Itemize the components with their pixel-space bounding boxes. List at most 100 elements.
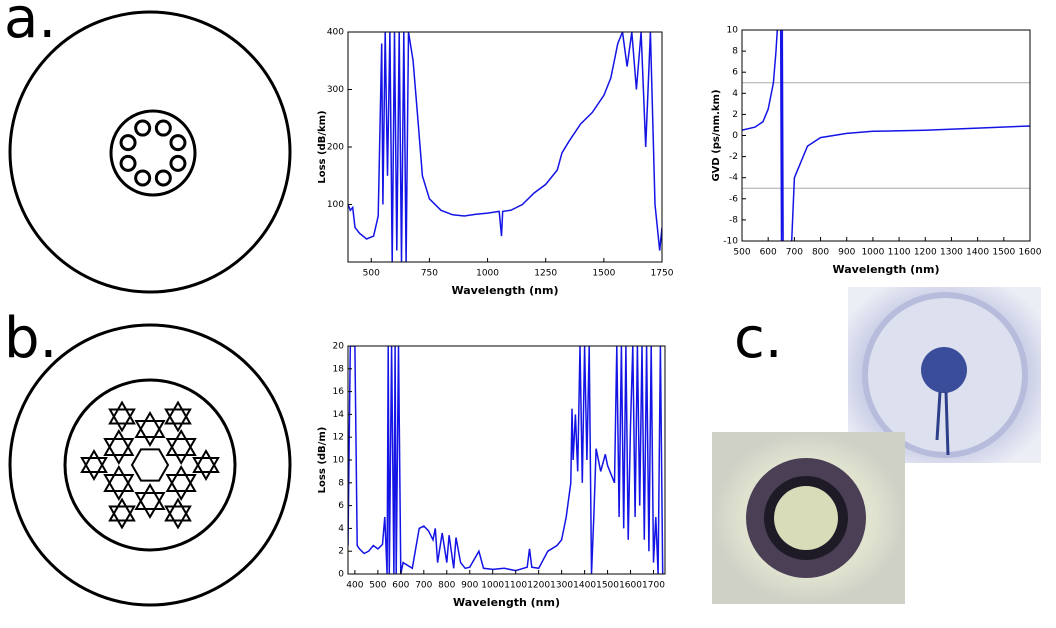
x-axis-label: Wavelength (nm) <box>453 596 560 609</box>
x-tick-label: 1300 <box>940 248 963 258</box>
x-tick-label: 700 <box>786 248 803 258</box>
x-tick-label: 500 <box>363 269 380 279</box>
y-tick-label: 2 <box>338 547 344 557</box>
x-tick-label: 1200 <box>527 581 550 591</box>
y-tick-label: 16 <box>333 387 345 397</box>
x-tick-label: 800 <box>812 248 829 258</box>
hole <box>154 169 172 187</box>
y-tick-label: 300 <box>327 85 344 95</box>
x-tick-label: 900 <box>461 581 478 591</box>
fiber-diagram-b <box>8 323 292 607</box>
y-tick-label: 20 <box>333 342 345 352</box>
lattice-triangle <box>165 438 197 465</box>
lattice-triangle <box>165 474 197 501</box>
x-tick-label: 1100 <box>888 248 911 258</box>
x-tick-label: 1100 <box>504 581 527 591</box>
y-tick-label: 4 <box>338 524 344 534</box>
y-tick-label: 18 <box>333 364 345 374</box>
lattice-triangle <box>165 429 197 456</box>
x-tick-label: 800 <box>438 581 455 591</box>
y-tick-label: -10 <box>723 237 738 247</box>
y-axis-label: Loss (dB/km) <box>317 110 328 183</box>
panel-label: b. <box>4 306 57 371</box>
lattice-triangle <box>108 400 136 425</box>
x-tick-label: 1500 <box>592 269 615 279</box>
y-tick-label: 14 <box>333 410 345 420</box>
lattice-triangle <box>134 482 166 510</box>
hole <box>169 134 187 152</box>
y-tick-label: 8 <box>338 478 344 488</box>
lattice-triangle <box>164 400 192 425</box>
lattice-triangle <box>165 465 197 492</box>
x-tick-label: 1750 <box>651 269 674 279</box>
lattice-triangle <box>134 420 166 448</box>
kagome-lattice <box>80 400 220 530</box>
y-tick-label: 200 <box>327 143 344 153</box>
core-hexagon <box>130 448 170 482</box>
lattice-triangle <box>192 457 220 481</box>
chart: 500 600 700 800 900 1000 1100 1200 1300 1400 1500 1… <box>711 26 1042 277</box>
x-tick-label: 900 <box>838 248 855 258</box>
y-tick-label: 6 <box>338 501 344 511</box>
lattice-triangle <box>108 505 136 530</box>
x-tick-label: 500 <box>369 581 386 591</box>
data-line <box>742 30 1030 241</box>
hole <box>154 119 172 137</box>
y-tick-label: 10 <box>727 26 739 36</box>
x-tick-label: 500 <box>733 248 750 258</box>
x-tick-label: 700 <box>415 581 432 591</box>
y-tick-label: 4 <box>732 89 738 99</box>
x-tick-label: 1300 <box>550 581 573 591</box>
lattice-triangle <box>108 408 136 433</box>
hole <box>134 169 152 187</box>
charts: 500 750 1000 1250 1500 1750100200300400Wavele… <box>317 26 1042 610</box>
x-tick-label: 1000 <box>861 248 884 258</box>
x-tick-label: 1600 <box>619 581 642 591</box>
y-tick-label: 10 <box>333 456 345 466</box>
x-tick-label: 600 <box>392 581 409 591</box>
lattice-triangle <box>103 474 135 502</box>
x-tick-label: 1600 <box>1019 248 1042 258</box>
lattice-triangle <box>103 438 135 466</box>
y-tick-label: 12 <box>333 433 344 443</box>
cladding-holes <box>119 119 187 187</box>
hole <box>119 154 137 172</box>
x-tick-label: 1000 <box>476 269 499 279</box>
x-tick-label: 1500 <box>992 248 1015 258</box>
y-tick-label: -2 <box>729 152 738 162</box>
lattice-triangle <box>103 428 135 456</box>
x-tick-label: 1400 <box>966 248 989 258</box>
lattice-triangle <box>103 464 135 492</box>
y-tick-label: 6 <box>732 68 738 78</box>
y-tick-label: 2 <box>732 110 738 120</box>
lattice-triangle <box>80 449 108 473</box>
data-line <box>348 32 662 262</box>
y-tick-label: 0 <box>732 131 738 141</box>
x-tick-label: 600 <box>760 248 777 258</box>
y-axis-label: GVD (ps/nm.km) <box>711 89 722 181</box>
x-tick-label: 1200 <box>914 248 937 258</box>
x-tick-label: 750 <box>421 269 438 279</box>
x-tick-label: 400 <box>346 581 363 591</box>
x-tick-label: 1000 <box>481 581 504 591</box>
y-tick-label: -8 <box>729 215 738 225</box>
chart: 500 750 1000 1250 1500 1750 100 200 300 400 Wavele… <box>317 28 674 298</box>
lattice-triangle <box>134 410 166 438</box>
y-tick-label: 100 <box>327 200 344 210</box>
photo-front <box>712 432 905 604</box>
hole <box>119 134 137 152</box>
lattice-triangle <box>192 449 220 473</box>
lattice-triangle <box>164 505 192 530</box>
chart: 400 500 600 700 800 900 1000 1100 1200 1300 1400 15… <box>317 342 666 609</box>
lattice-triangle <box>164 408 192 433</box>
fiber-diagram-a <box>8 10 292 294</box>
x-axis-label: Wavelength (nm) <box>452 284 559 297</box>
lattice-triangle <box>164 497 192 522</box>
lattice-triangle <box>134 492 166 520</box>
lattice-triangle <box>108 497 136 522</box>
hole <box>169 154 187 172</box>
y-tick-label: -4 <box>729 173 738 183</box>
y-tick-label: 8 <box>732 47 738 57</box>
panel-label: a. <box>4 0 56 51</box>
x-tick-label: 1400 <box>573 581 596 591</box>
